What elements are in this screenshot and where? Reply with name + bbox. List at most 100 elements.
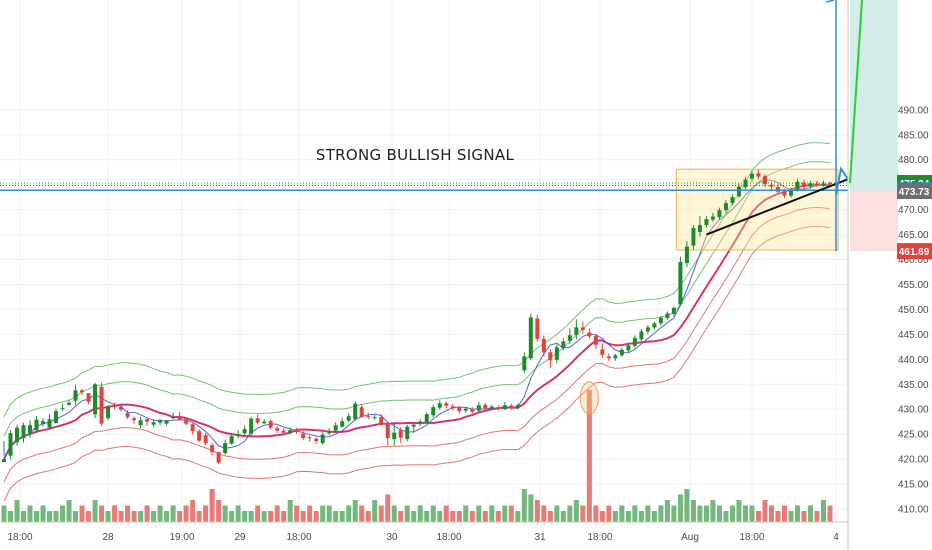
candle-body xyxy=(73,390,78,401)
consolidation-box xyxy=(675,168,839,251)
candle-body xyxy=(366,416,371,418)
candle-body xyxy=(314,438,319,442)
candle-body xyxy=(632,337,637,346)
candle-body xyxy=(138,420,143,426)
y-tick-label: 490.00 xyxy=(898,105,929,116)
candle-body xyxy=(736,186,741,197)
lower-band-outer xyxy=(3,225,831,502)
candle-body xyxy=(431,407,436,416)
x-tick-label: 31 xyxy=(534,532,546,543)
volume-bar xyxy=(404,505,410,522)
volume-bar xyxy=(690,500,696,522)
volume-bar xyxy=(222,505,228,522)
candle-body xyxy=(210,445,215,453)
candle-body xyxy=(255,418,260,423)
volume-bar xyxy=(716,505,722,522)
candle-body xyxy=(587,332,592,337)
volume-bar xyxy=(281,511,287,522)
candle-body xyxy=(424,414,429,423)
candle-body xyxy=(749,173,754,179)
price-label-text: 473.73 xyxy=(899,187,930,198)
arrow-marker xyxy=(825,0,835,3)
candle-body xyxy=(203,435,208,444)
candle-body xyxy=(593,335,598,345)
candle-body xyxy=(197,431,202,441)
candle-body xyxy=(177,416,182,420)
volume-bar xyxy=(209,489,215,522)
candle-body xyxy=(184,419,189,424)
volume-bar xyxy=(398,511,404,522)
volume-bar xyxy=(21,511,27,522)
volume-bar xyxy=(469,511,475,522)
volume-bar xyxy=(638,511,644,522)
volume-bar xyxy=(775,511,781,522)
candle-body xyxy=(502,405,507,410)
price-label-bg xyxy=(897,243,932,260)
volume-bar xyxy=(79,505,85,522)
y-tick-label: 430.00 xyxy=(898,405,929,416)
x-tick-label: 19:00 xyxy=(169,532,194,543)
volume-bar xyxy=(60,505,66,522)
x-tick-label: 28 xyxy=(102,532,114,543)
volume-bar xyxy=(482,511,488,522)
volume-bar xyxy=(827,505,833,522)
candle-body xyxy=(294,429,299,433)
volume-bar xyxy=(313,511,319,522)
volume-bar xyxy=(677,494,683,522)
fast-ma-line xyxy=(3,179,831,460)
volume-bar xyxy=(417,505,423,522)
candle-body xyxy=(554,347,559,360)
volume-bar xyxy=(573,500,579,522)
y-tick-label: 470.00 xyxy=(898,205,929,216)
candle-body xyxy=(535,318,540,339)
candle-body xyxy=(392,432,397,440)
y-tick-label: 415.00 xyxy=(898,480,929,491)
candle-body xyxy=(684,246,689,264)
volume-bar xyxy=(378,505,384,522)
volume-bar xyxy=(118,511,124,522)
candle-body xyxy=(613,355,618,359)
candle-body xyxy=(60,408,65,410)
candle-body xyxy=(28,425,33,434)
candle-body xyxy=(67,402,72,405)
candle-body xyxy=(158,420,163,423)
volume-bar xyxy=(567,505,573,522)
volume-bar xyxy=(781,505,787,522)
x-tick-label: 18:00 xyxy=(587,532,612,543)
volume-bar xyxy=(794,505,800,522)
candle-body xyxy=(639,331,644,340)
candle-body xyxy=(567,335,572,341)
candle-body xyxy=(80,390,85,393)
volume-bar xyxy=(66,500,72,522)
candle-body xyxy=(795,181,800,191)
candle-body xyxy=(515,405,520,408)
candle-body xyxy=(775,187,780,192)
candle-body xyxy=(236,434,241,436)
candle-body xyxy=(353,403,358,420)
volume-bar xyxy=(463,505,469,522)
volume-bar xyxy=(86,511,92,522)
candle-body xyxy=(164,420,169,424)
volume-bar xyxy=(242,511,248,522)
volume-bar xyxy=(294,505,300,522)
y-tick-label: 435.00 xyxy=(898,380,929,391)
volume-bar xyxy=(814,511,820,522)
volume-bar xyxy=(183,505,189,522)
volume-bar xyxy=(645,505,651,522)
volume-bar xyxy=(34,511,40,522)
volume-bar xyxy=(196,511,202,522)
volume-bar xyxy=(131,511,137,522)
volume-bar xyxy=(73,511,79,522)
candle-body xyxy=(327,431,332,434)
volume-bar xyxy=(489,505,495,522)
volume-bar xyxy=(788,511,794,522)
candle-body xyxy=(249,418,254,434)
candle-body xyxy=(821,183,826,186)
volume-bar xyxy=(619,505,625,522)
candle-body xyxy=(619,349,624,356)
candle-body xyxy=(275,428,280,431)
candle-body xyxy=(411,424,416,427)
price-label-bg xyxy=(897,183,932,200)
volume-bar xyxy=(248,511,254,522)
